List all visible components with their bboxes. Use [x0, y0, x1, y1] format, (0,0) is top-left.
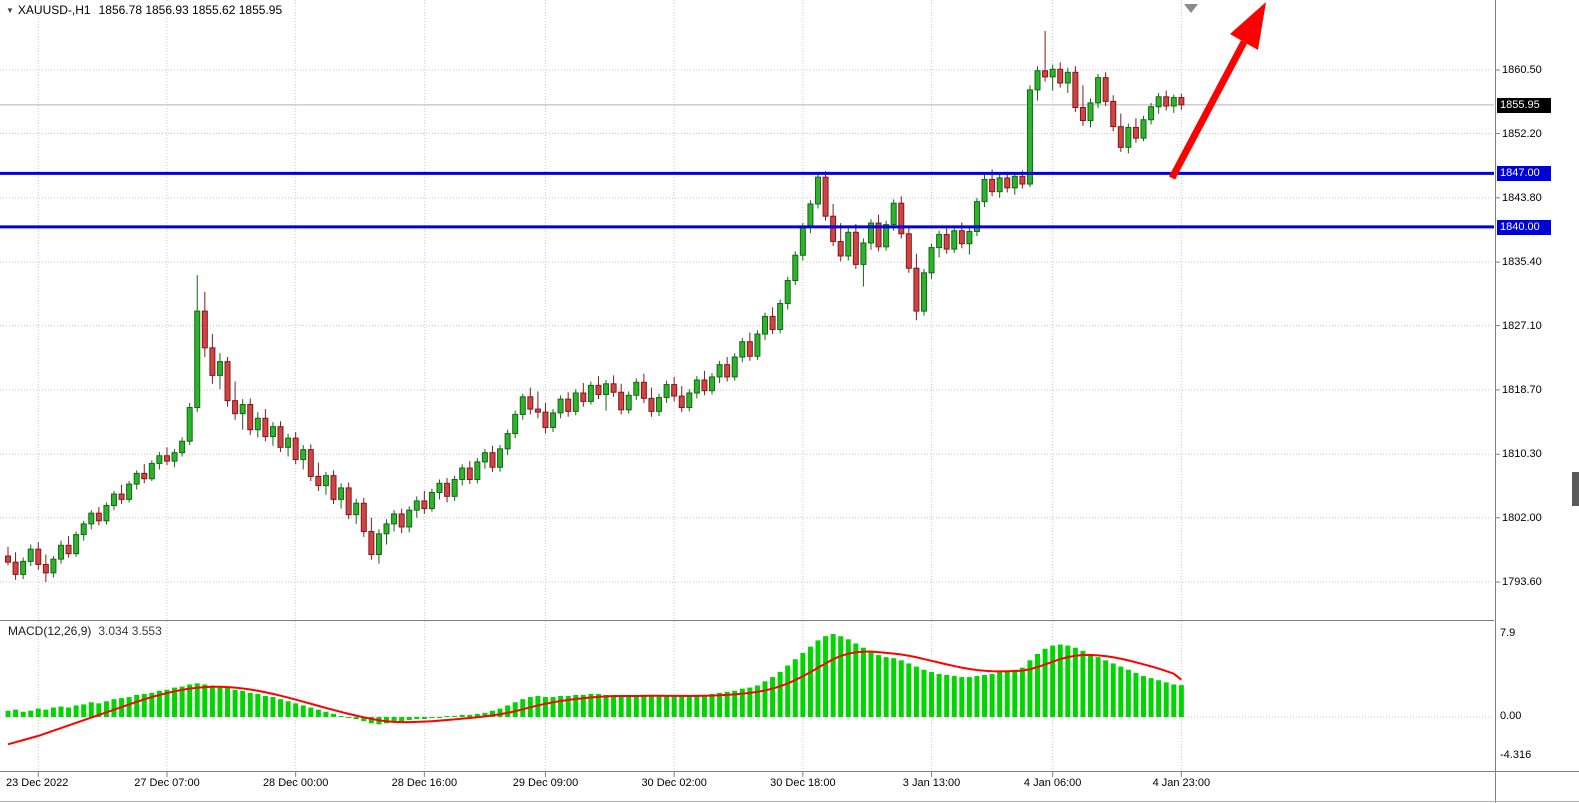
indicator-label: MACD(12,26,9) 3.034 3.553 — [8, 624, 162, 638]
indicator-name: MACD(12,26,9) — [8, 624, 92, 638]
price-axis-label: 1827.10 — [1502, 319, 1542, 332]
price-axis-label: 1860.50 — [1502, 64, 1542, 76]
price-axis-label: 1852.20 — [1502, 127, 1542, 140]
chart-header: ▼ XAUUSD-,H1 1856.78 1856.93 1855.62 1855.… — [6, 3, 282, 17]
macd-axis-zero: 0.00 — [1500, 710, 1522, 722]
scrollbar-thumb[interactable] — [1572, 472, 1579, 506]
hline-price-tag-1847: 1847.00 — [1497, 166, 1551, 181]
price-axis-label: 1793.60 — [1502, 576, 1542, 589]
price-axis-label: 1835.40 — [1502, 256, 1542, 269]
price-axis-label: 1818.70 — [1502, 383, 1542, 396]
price-axis-label: 1802.00 — [1502, 511, 1542, 524]
price-axis-label: 1810.30 — [1502, 448, 1542, 461]
trend-arrow — [1168, 40, 1248, 180]
ohlc-values: 1856.78 1856.93 1855.62 1855.95 — [98, 3, 283, 17]
symbol-label: XAUUSD-,H1 — [17, 3, 91, 17]
price-axis-label: 1843.80 — [1502, 191, 1542, 204]
ohlc-dropdown-icon[interactable]: ▼ — [6, 6, 14, 15]
object-anchor-marker — [1184, 4, 1198, 13]
price-axis: 1860.50 1852.20 1843.80 1835.40 1827.10 1818.… — [1497, 0, 1577, 803]
indicator-values: 3.034 3.553 — [98, 624, 162, 638]
hline-price-tag-1840: 1840.00 — [1497, 220, 1551, 235]
trend-arrow-head — [1230, 2, 1266, 50]
macd-axis-max: 7.9 — [1500, 627, 1516, 639]
macd-axis-min: -4.316 — [1500, 749, 1532, 761]
current-price-tag: 1855.95 — [1497, 98, 1551, 113]
